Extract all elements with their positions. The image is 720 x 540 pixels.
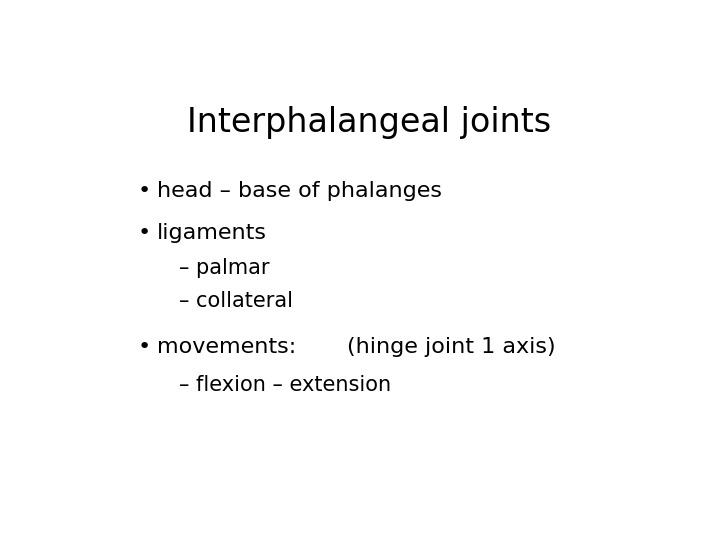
Text: – flexion – extension: – flexion – extension [179,375,392,395]
Text: Interphalangeal joints: Interphalangeal joints [187,106,551,139]
Text: – collateral: – collateral [179,292,293,312]
Text: •: • [138,181,150,201]
Text: head – base of phalanges: head – base of phalanges [157,181,442,201]
Text: – palmar: – palmar [179,258,270,278]
Text: •: • [138,223,150,243]
Text: ligaments: ligaments [157,223,267,243]
Text: (hinge joint 1 axis): (hinge joint 1 axis) [347,337,555,357]
Text: •: • [138,337,150,357]
Text: movements:: movements: [157,337,296,357]
